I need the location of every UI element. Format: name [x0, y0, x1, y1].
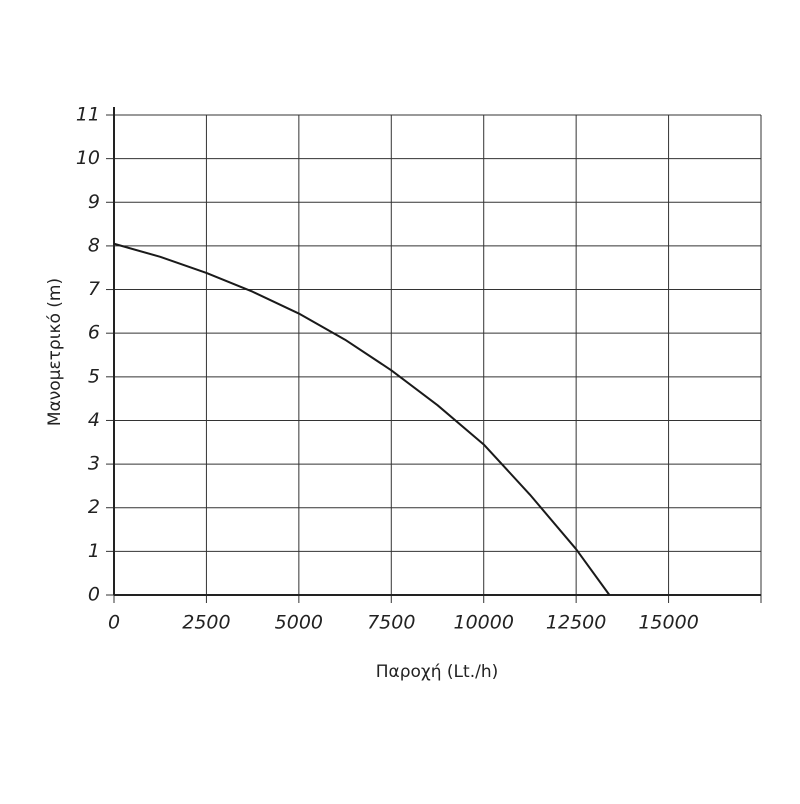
x-tick-label: 0	[108, 612, 120, 634]
x-tick-label: 5000	[275, 612, 323, 634]
y-tick-label: 7	[88, 278, 100, 300]
y-tick-label: 6	[88, 322, 100, 344]
y-tick-label: 10	[76, 147, 100, 169]
y-tick-label: 3	[88, 453, 100, 475]
y-tick-label: 5	[88, 365, 100, 387]
y-tick-label: 9	[88, 191, 100, 213]
x-tick-label: 7500	[367, 612, 415, 634]
y-axis-title: Μανομετρικό (m)	[45, 278, 65, 426]
y-tick-label: 1	[88, 540, 100, 562]
y-tick-label: 11	[76, 104, 100, 126]
y-tick-label: 8	[88, 234, 100, 256]
y-tick-label: 4	[88, 409, 100, 431]
x-tick-label: 2500	[182, 612, 230, 634]
x-tick-label: 10000	[453, 612, 513, 634]
y-tick-label: 0	[88, 584, 100, 606]
x-tick-label: 15000	[638, 612, 698, 634]
x-axis-title: Παροχή (Lt./h)	[376, 662, 499, 682]
line	[113, 242, 611, 596]
y-tick-label: 2	[88, 496, 100, 518]
x-tick-label: 12500	[546, 612, 606, 634]
